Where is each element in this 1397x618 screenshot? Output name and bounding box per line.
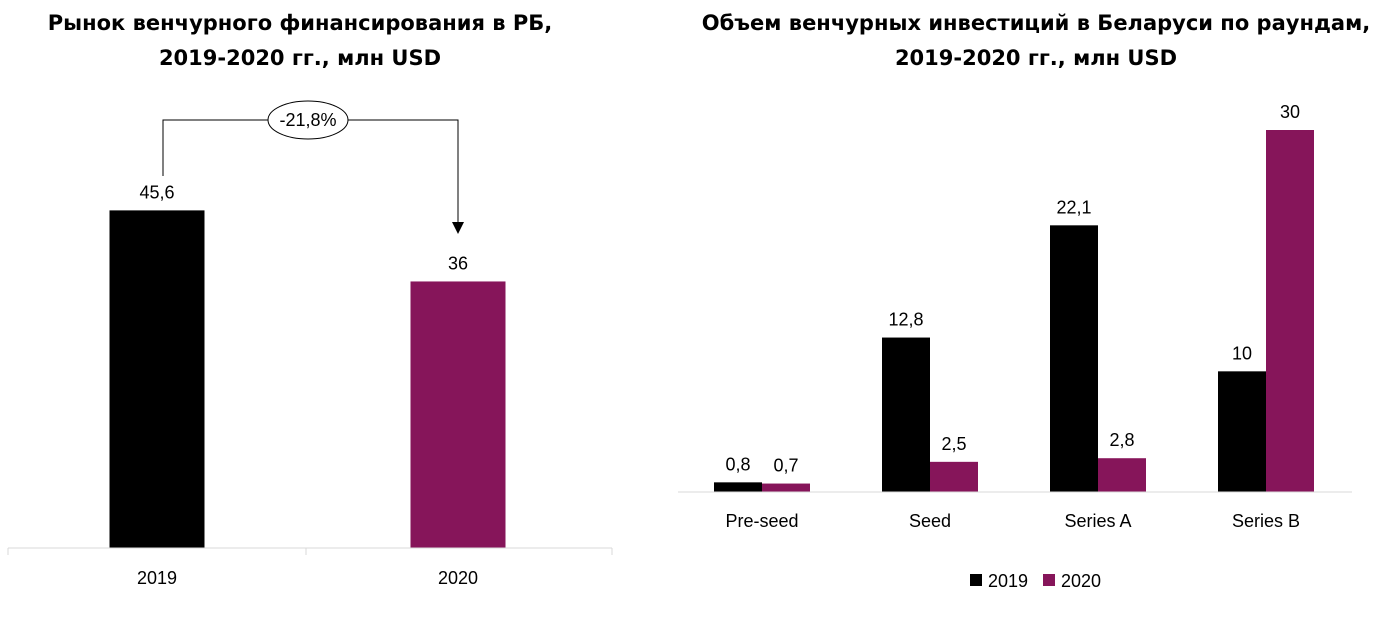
data-label-pre-seed-2020: 0,7 xyxy=(773,456,798,476)
chart-1-tick-labels: 2019 2020 xyxy=(137,568,478,588)
tick-label-seed: Seed xyxy=(909,511,951,531)
arrow-head-icon xyxy=(452,222,464,234)
data-label-seed-2020: 2,5 xyxy=(941,434,966,454)
annotation-ellipse xyxy=(267,100,349,140)
tick-label-series-a: Series A xyxy=(1064,511,1131,531)
legend-label-2020: 2020 xyxy=(1061,571,1101,591)
legend-label-2019: 2019 xyxy=(988,571,1028,591)
chart-2-legend: 2019 2020 xyxy=(970,571,1101,591)
bar-series-b-2019 xyxy=(1218,371,1266,492)
chart-2-title: Объем венчурных инвестиций в Беларуси по… xyxy=(702,11,1370,35)
bar-series-a-2019 xyxy=(1050,225,1098,492)
bar-seed-2020 xyxy=(930,461,978,492)
bar-series-b-2020 xyxy=(1266,130,1314,492)
bar-pre-seed-2019 xyxy=(714,482,762,492)
data-label-series-a-2020: 2,8 xyxy=(1109,430,1134,450)
chart-2: Объем венчурных инвестиций в Беларуси по… xyxy=(678,11,1370,591)
chart-2-subtitle: 2019-2020 гг., млн USD xyxy=(895,46,1177,70)
chart-1: Рынок венчурного финансирования в РБ, 20… xyxy=(7,11,613,588)
annotation-change-label: -21,8% xyxy=(279,110,336,130)
bar-2020 xyxy=(410,281,506,548)
bar-2019 xyxy=(109,210,205,548)
data-label-pre-seed-2019: 0,8 xyxy=(725,454,750,474)
chart-2-tick-labels: Pre-seed Seed Series A Series B xyxy=(725,511,1300,531)
data-label-series-b-2019: 10 xyxy=(1232,343,1252,363)
data-label-2020: 36 xyxy=(448,253,468,273)
tick-label-2019: 2019 xyxy=(137,568,177,588)
chart-1-bars: 45,6 36 xyxy=(109,182,506,548)
chart-1-title: Рынок венчурного финансирования в РБ, xyxy=(48,11,553,35)
tick-label-series-b: Series B xyxy=(1232,511,1300,531)
chart-2-bars: 0,8 0,7 12,8 2,5 22,1 2,8 10 30 xyxy=(714,102,1314,492)
tick-label-pre-seed: Pre-seed xyxy=(725,511,798,531)
tick-label-2020: 2020 xyxy=(438,568,478,588)
legend-swatch-2020 xyxy=(1043,574,1055,586)
data-label-series-a-2019: 22,1 xyxy=(1056,197,1091,217)
annotation-connector-left xyxy=(162,119,270,176)
legend-swatch-2019 xyxy=(970,574,982,586)
bar-pre-seed-2020 xyxy=(762,483,810,492)
chart-1-annotation: -21,8% xyxy=(162,100,464,234)
chart-1-subtitle: 2019-2020 гг., млн USD xyxy=(159,46,441,70)
data-label-seed-2019: 12,8 xyxy=(888,310,923,330)
bar-series-a-2020 xyxy=(1098,458,1146,492)
bar-seed-2019 xyxy=(882,337,930,492)
data-label-2019: 45,6 xyxy=(139,182,174,202)
annotation-connector-right xyxy=(346,119,459,222)
data-label-series-b-2020: 30 xyxy=(1280,102,1300,122)
